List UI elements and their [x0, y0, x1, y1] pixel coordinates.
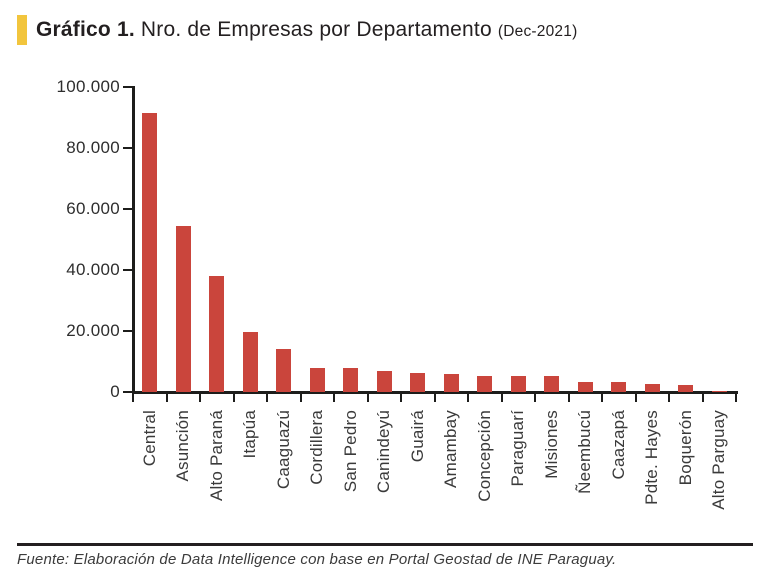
x-axis-tick [500, 391, 503, 402]
y-axis-tick [123, 330, 132, 332]
x-axis-category-label: Guairá [407, 410, 427, 463]
x-axis-tick [534, 391, 536, 402]
y-axis-tick [123, 147, 132, 149]
y-axis-tick [123, 86, 132, 88]
y-axis-tick-label: 40.000 [66, 260, 120, 279]
x-axis-tick [601, 391, 603, 402]
figure-header: Gráfico 1. Nro. de Empresas por Departam… [17, 15, 577, 47]
figure-number-label: Gráfico 1. [36, 18, 135, 41]
x-axis-category-label: Cordillera [307, 410, 327, 485]
x-axis-category-label: Canindeyú [374, 410, 394, 494]
x-axis-category-label: Caaguazú [273, 410, 293, 490]
x-axis-tick [299, 391, 302, 402]
x-axis-category-label: Alto Parguay [709, 410, 729, 510]
x-axis-category-label: Pdte. Hayes [642, 410, 662, 505]
bar-14 [611, 382, 627, 392]
bar-9 [443, 374, 459, 392]
bar-2 [209, 276, 225, 392]
y-axis-tick-label: 20.000 [66, 321, 120, 340]
x-axis-category-label: Central [139, 410, 159, 467]
y-axis-tick [123, 208, 132, 210]
bar-0 [142, 113, 158, 392]
x-axis-tick [366, 391, 369, 402]
bar-15 [644, 384, 660, 392]
x-axis-tick [199, 391, 201, 402]
x-axis-category-label: San Pedro [340, 410, 360, 493]
x-axis-tick [165, 391, 168, 402]
x-axis-category-label: Itapúa [240, 410, 260, 459]
bar-13 [577, 382, 593, 392]
x-axis-tick [735, 391, 737, 402]
x-axis-tick [400, 391, 402, 402]
footer-divider [17, 543, 753, 546]
title-marker-bar [17, 15, 27, 45]
x-axis-tick [668, 391, 670, 402]
figure-title-text: Nro. de Empresas por Departamento [140, 18, 492, 41]
x-axis-tick [232, 391, 235, 402]
x-axis-category-label: Boquerón [675, 410, 695, 486]
bar-8 [410, 373, 426, 392]
y-axis-line [132, 86, 135, 394]
source-note: Fuente: Elaboración de Data Intelligence… [17, 551, 617, 568]
bar-3 [242, 332, 258, 392]
bar-6 [343, 368, 359, 392]
bar-chart: 100.000 80.000 60.000 40.000 20.000 0 Central A… [56, 77, 738, 510]
x-axis-tick [701, 391, 704, 402]
x-axis-category-label: Caazapá [608, 410, 628, 480]
bar-4 [276, 349, 292, 392]
x-axis-tick [266, 391, 268, 402]
x-axis-tick [132, 391, 134, 402]
y-axis-tick-label: 80.000 [66, 138, 120, 157]
y-axis-tick [123, 391, 132, 393]
x-axis-tick [567, 391, 570, 402]
bar-16 [678, 385, 694, 392]
x-axis-category-label: Alto Paraná [206, 410, 226, 502]
bar-10 [477, 376, 493, 392]
bar-12 [544, 376, 560, 392]
bar-7 [376, 371, 392, 392]
bar-5 [309, 368, 325, 392]
x-axis-category-label: Asunción [173, 410, 193, 482]
x-axis-tick [333, 391, 335, 402]
figure-period-label: (Dec-2021) [497, 23, 578, 40]
bar-17 [711, 391, 727, 392]
x-axis-category-label: Paraguarí [508, 410, 528, 487]
y-axis-tick-label: 100.000 [56, 77, 120, 96]
x-axis-category-label: Misiones [541, 410, 561, 479]
bar-1 [175, 226, 191, 392]
x-axis-tick [634, 391, 637, 402]
x-axis-category-label: Ñeembucú [575, 410, 595, 494]
x-axis-tick [433, 391, 436, 402]
y-axis-tick-label: 0 [110, 382, 120, 401]
x-axis-category-label: Concepción [474, 410, 494, 502]
x-axis-category-label: Amambay [441, 410, 461, 488]
bar-11 [510, 376, 526, 392]
y-axis-tick-label: 60.000 [66, 199, 120, 218]
y-axis-tick [123, 269, 132, 271]
page-title: Gráfico 1. Nro. de Empresas por Departam… [36, 15, 577, 47]
x-axis-tick [467, 391, 469, 402]
